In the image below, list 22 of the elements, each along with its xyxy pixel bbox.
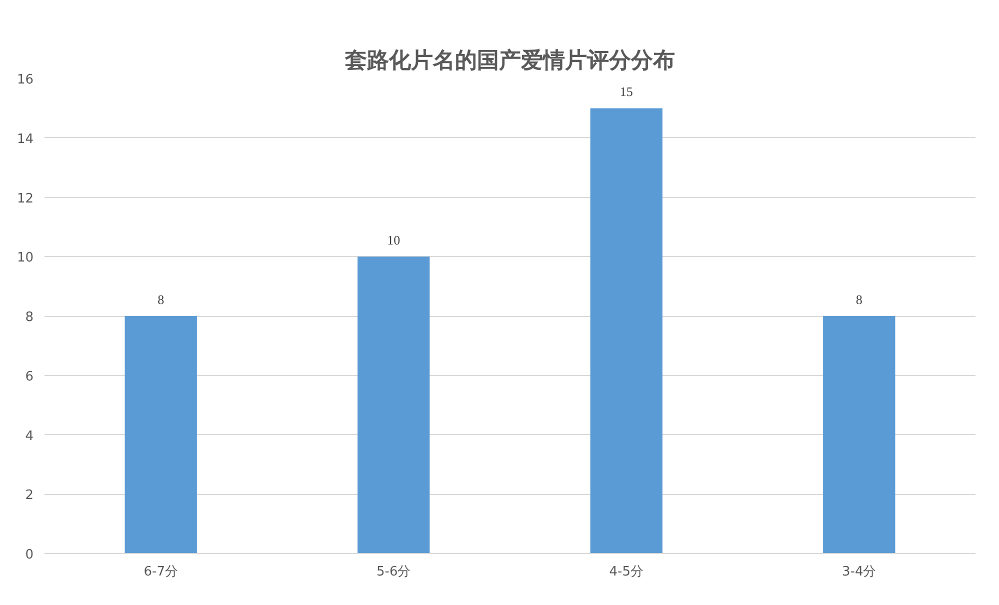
y-tick-label: 6 [25, 369, 34, 384]
y-tick-label: 4 [25, 428, 34, 444]
data-label: 10 [387, 232, 400, 248]
y-tick-label: 14 [16, 132, 34, 147]
y-tick-label: 16 [16, 72, 34, 88]
x-tick-label: 3-4分 [842, 564, 876, 580]
x-tick-label: 4-5分 [609, 564, 644, 580]
bar [823, 316, 896, 554]
y-tick-label: 10 [16, 250, 34, 266]
x-tick-label: 6-7分 [144, 564, 178, 580]
data-label: 8 [158, 292, 164, 307]
data-label: 8 [856, 292, 862, 307]
y-tick-label: 2 [25, 488, 34, 504]
y-tick-label: 0 [25, 548, 34, 562]
x-tick-label: 5-6分 [376, 564, 411, 580]
y-tick-label: 12 [16, 191, 34, 206]
bar [124, 316, 197, 554]
bar [590, 108, 662, 554]
bar [358, 256, 430, 554]
data-label: 15 [620, 84, 633, 100]
y-tick-label: 8 [25, 310, 34, 325]
chart-title: 套路化片名的国产爱情片评分分布 [344, 48, 675, 74]
